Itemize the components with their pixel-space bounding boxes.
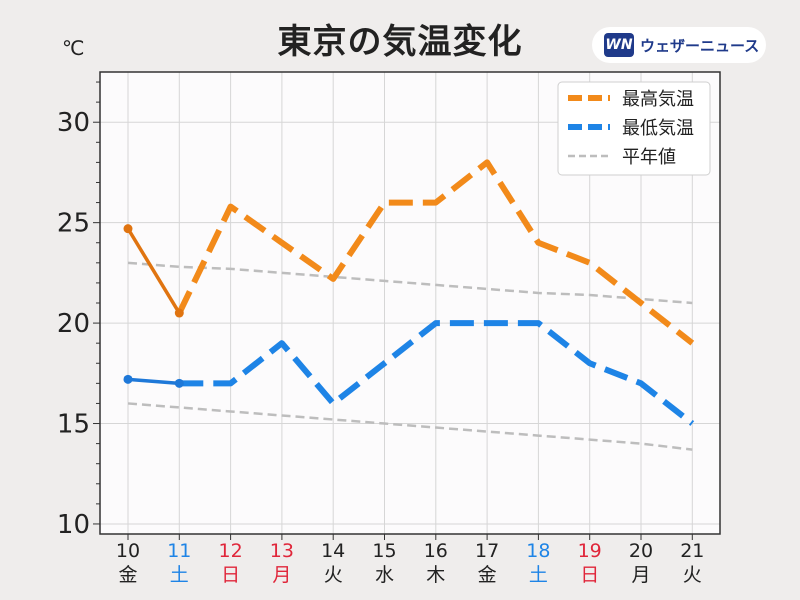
x-tick-label-weekday: 月 — [631, 564, 650, 586]
x-tick-label-day: 10 — [116, 540, 140, 562]
y-tick-label: 25 — [57, 209, 90, 239]
normal-low-line — [127, 402, 693, 451]
y-axis-unit: ℃ — [62, 36, 85, 60]
weathernews-logo-icon: WN — [604, 33, 634, 57]
high-observed-point — [174, 308, 184, 318]
x-tick-label-weekday: 金 — [118, 564, 137, 586]
y-tick-label: 15 — [57, 410, 90, 440]
x-tick-label-weekday: 水 — [375, 564, 394, 586]
low-observed-point — [123, 374, 133, 384]
low-forecast-line — [179, 320, 695, 426]
x-tick-label-day: 11 — [167, 540, 191, 562]
x-tick-label-day: 15 — [372, 540, 396, 562]
y-tick-label: 30 — [57, 108, 90, 138]
brand-name: ウェザーニュース — [640, 36, 760, 55]
normal-high-line — [127, 261, 693, 305]
high-observed-line — [126, 227, 181, 314]
x-tick-label-day: 18 — [526, 540, 550, 562]
x-tick-label-weekday: 土 — [170, 564, 189, 586]
x-tick-label-weekday: 木 — [426, 564, 445, 586]
x-tick-label-weekday: 火 — [324, 564, 343, 586]
legend-label: 平年値 — [622, 147, 676, 168]
high-observed-point — [123, 224, 133, 234]
brand-badge: WN ウェザーニュース — [592, 27, 766, 63]
x-tick-label-weekday: 月 — [272, 564, 291, 586]
x-tick-label-day: 19 — [578, 540, 602, 562]
x-tick-label-weekday: 火 — [683, 564, 702, 586]
x-tick-label-day: 17 — [475, 540, 499, 562]
x-tick-label-day: 16 — [424, 540, 448, 562]
high-forecast-line — [176, 159, 695, 346]
y-tick-label: 10 — [57, 510, 90, 540]
x-tick-label-weekday: 日 — [580, 564, 599, 586]
x-tick-label-weekday: 日 — [221, 564, 240, 586]
x-tick-label-weekday: 金 — [478, 564, 497, 586]
x-tick-label-day: 20 — [629, 540, 653, 562]
low-observed-point — [174, 378, 184, 388]
x-tick-label-day: 21 — [680, 540, 704, 562]
legend-label: 最高気温 — [622, 89, 694, 110]
x-tick-label-day: 14 — [321, 540, 345, 562]
y-tick-label: 20 — [57, 309, 90, 339]
x-tick-label-weekday: 土 — [529, 564, 548, 586]
low-observed-line — [127, 377, 180, 386]
x-tick-label-day: 12 — [219, 540, 243, 562]
chart-title: 東京の気温変化 — [277, 22, 523, 62]
legend-box — [557, 81, 711, 176]
legend-label: 最低気温 — [622, 118, 694, 139]
x-tick-label-day: 13 — [270, 540, 294, 562]
